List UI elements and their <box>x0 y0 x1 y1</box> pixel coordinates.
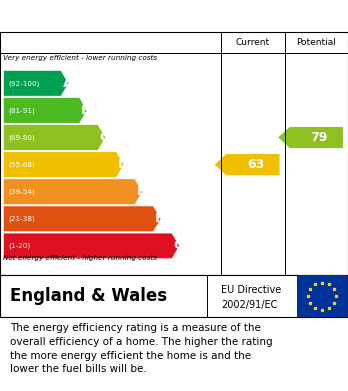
Text: Energy Efficiency Rating: Energy Efficiency Rating <box>10 7 239 25</box>
Text: Not energy efficient - higher running costs: Not energy efficient - higher running co… <box>3 255 158 261</box>
Text: (39-54): (39-54) <box>9 188 35 195</box>
Polygon shape <box>215 154 279 175</box>
Text: G: G <box>174 239 184 253</box>
Text: (21-38): (21-38) <box>9 215 35 222</box>
Text: (69-80): (69-80) <box>9 134 35 141</box>
Polygon shape <box>3 98 87 123</box>
Text: (1-20): (1-20) <box>9 243 31 249</box>
Text: Very energy efficient - lower running costs: Very energy efficient - lower running co… <box>3 55 158 61</box>
Text: D: D <box>118 158 129 171</box>
Text: A: A <box>63 77 73 90</box>
Text: Current: Current <box>236 38 270 47</box>
Polygon shape <box>3 70 69 96</box>
Polygon shape <box>3 233 180 259</box>
Text: (81-91): (81-91) <box>9 107 35 114</box>
Text: F: F <box>155 212 164 225</box>
Text: The energy efficiency rating is a measure of the
overall efficiency of a home. T: The energy efficiency rating is a measur… <box>10 323 273 374</box>
Text: (92-100): (92-100) <box>9 80 40 86</box>
Text: 63: 63 <box>247 158 264 171</box>
Text: B: B <box>81 104 91 117</box>
Polygon shape <box>3 152 124 178</box>
Text: (55-68): (55-68) <box>9 161 35 168</box>
Polygon shape <box>3 206 161 231</box>
Polygon shape <box>3 179 143 204</box>
Polygon shape <box>278 127 343 148</box>
Text: England & Wales: England & Wales <box>10 287 168 305</box>
Text: Potential: Potential <box>296 38 336 47</box>
Text: E: E <box>137 185 146 198</box>
Polygon shape <box>3 125 105 150</box>
Bar <box>297 273 347 320</box>
Text: EU Directive: EU Directive <box>221 285 281 295</box>
Text: C: C <box>100 131 109 144</box>
Text: 79: 79 <box>310 131 328 144</box>
Text: 2002/91/EC: 2002/91/EC <box>221 300 277 310</box>
